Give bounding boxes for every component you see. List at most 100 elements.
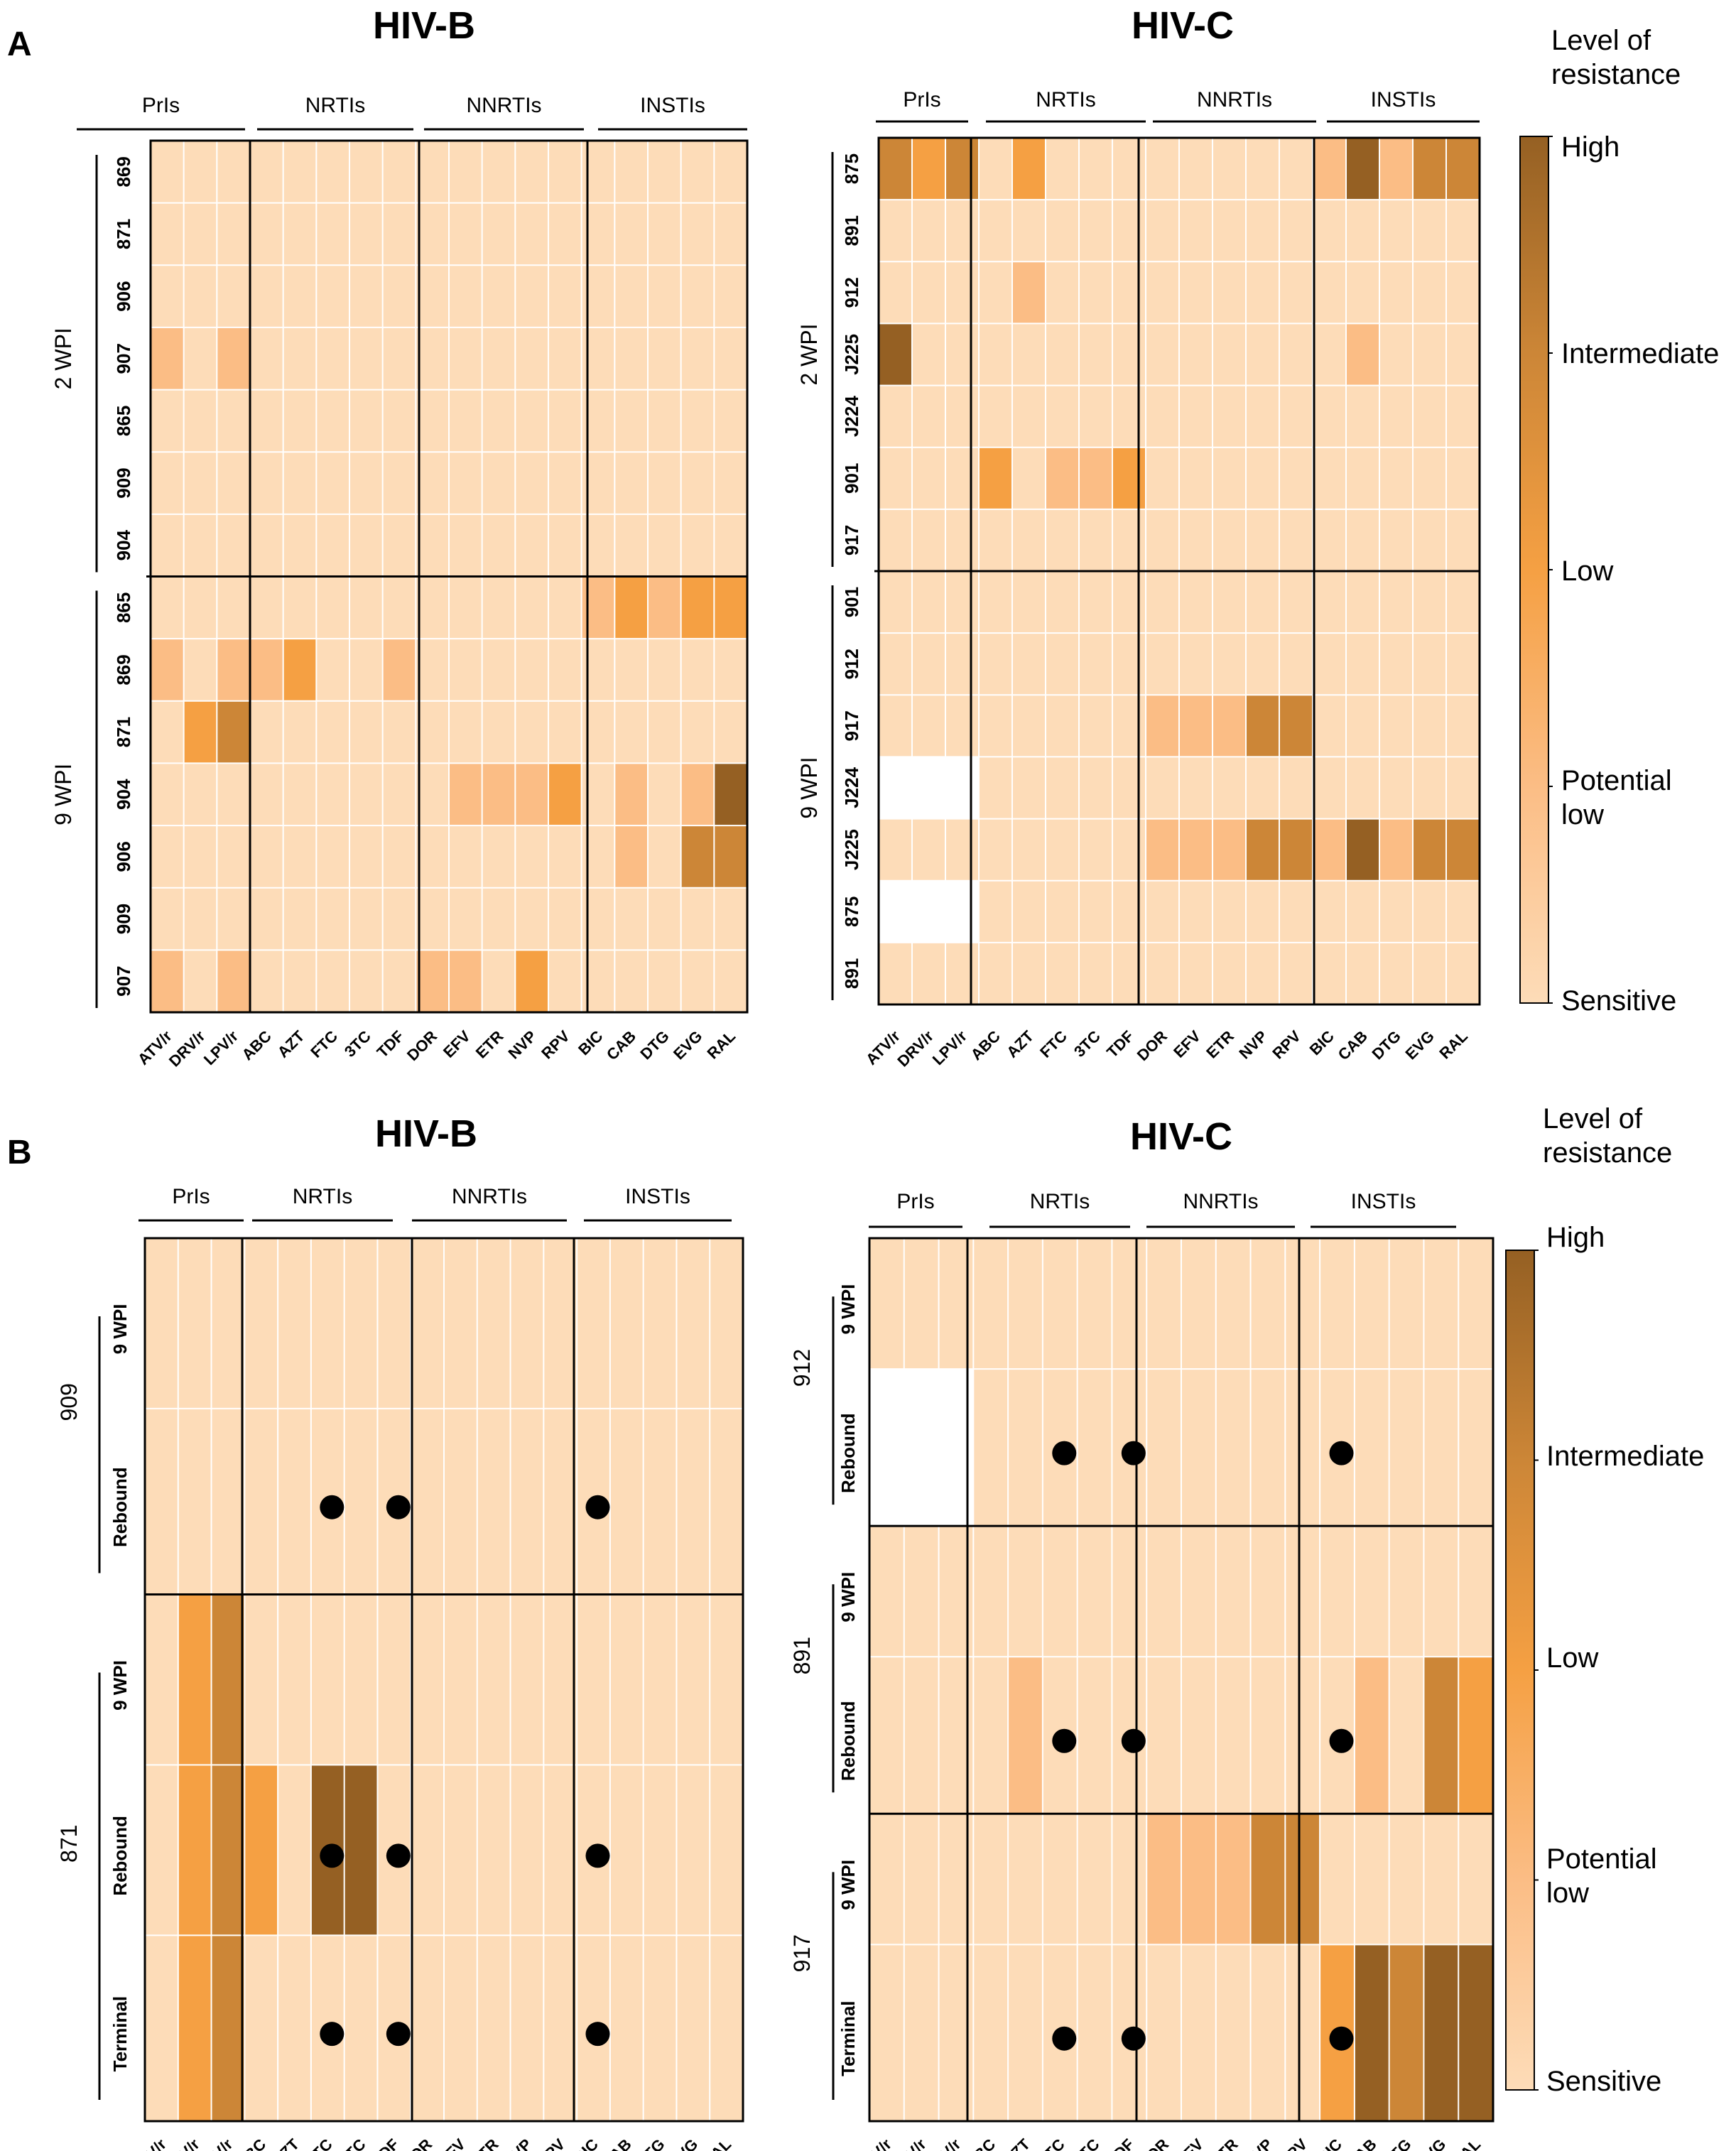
chart-3-class-label: NRTIs	[1030, 1190, 1090, 1213]
chart-0-cell	[250, 141, 283, 203]
chart-0-cell	[217, 514, 251, 577]
chart-1-cell	[1446, 447, 1480, 509]
chart-3-cell	[1250, 1238, 1286, 1370]
chart-1-cell	[1313, 695, 1347, 757]
chart-0-cell	[449, 887, 482, 950]
chart-0-column-label: ABC	[238, 1027, 274, 1063]
chart-1-row-label: J225	[841, 334, 862, 375]
chart-0-cell	[183, 639, 217, 701]
legend-b-title-line-1: Level of	[1543, 1103, 1643, 1134]
chart-0-cell	[680, 202, 715, 266]
chart-0-cell	[482, 763, 516, 826]
chart-2-cell	[344, 1238, 378, 1409]
chart-3-cell	[1215, 1369, 1251, 1527]
chart-0-cell	[515, 452, 549, 514]
chart-1-cell	[1446, 571, 1480, 634]
chart-2-cell	[444, 1408, 477, 1595]
chart-0-cell	[714, 514, 748, 577]
chart-2-cell	[145, 1408, 178, 1595]
chart-1-column-label: EVG	[1401, 1027, 1438, 1063]
chart-1-cell	[1046, 509, 1080, 572]
chart-3-cell	[1077, 1814, 1112, 1945]
chart-1-row-label: 917	[841, 710, 862, 741]
chart-0-cell	[680, 639, 715, 701]
chart-0-cell	[416, 389, 450, 453]
chart-1-cell	[1046, 385, 1080, 448]
chart-0-cell	[482, 576, 516, 639]
chart-1-cell	[1413, 818, 1447, 881]
chart-1-cell	[1446, 818, 1480, 881]
chart-1-cell	[945, 447, 980, 509]
chart-1-cell	[1179, 942, 1213, 1005]
chart-0-cell	[449, 202, 482, 266]
chart-2-cell	[543, 1935, 577, 2122]
chart-1-cell	[1279, 447, 1313, 509]
chart-0-cell	[316, 950, 350, 1013]
chart-0-row-label: 906	[113, 281, 134, 311]
chart-3-cell	[1250, 1526, 1286, 1657]
chart-0-row-label: 871	[113, 717, 134, 747]
chart-0-cell	[416, 514, 450, 577]
chart-0-cell	[614, 265, 649, 328]
chart-2-cell	[643, 1408, 677, 1595]
chart-1-cell	[1279, 509, 1313, 572]
chart-1-cell	[1179, 323, 1213, 386]
chart-0-cell	[548, 639, 582, 701]
chart-0-cell	[151, 887, 184, 950]
chart-1-cell	[1213, 200, 1247, 262]
chart-1-cell	[1179, 200, 1213, 262]
chart-1-class-label: PrIs	[903, 88, 940, 112]
chart-0-cell	[449, 639, 482, 701]
chart-1-cell	[1012, 757, 1046, 819]
chart-1-cell	[879, 323, 913, 386]
chart-0-cell	[183, 763, 217, 826]
chart-3-cell	[1008, 1657, 1043, 1814]
chart-1-cell	[1012, 200, 1046, 262]
chart-2-cell	[609, 1408, 644, 1595]
chart-3-cell	[1112, 1814, 1147, 1945]
chart-3-cell	[1354, 1814, 1389, 1945]
chart-1-cell	[1112, 942, 1146, 1005]
chart-1-cell	[879, 633, 913, 695]
chart-1-row-label: 912	[841, 649, 862, 679]
chart-0-cell	[151, 514, 184, 577]
chart-0-cell	[250, 639, 283, 701]
panel-b-hiv-c-title: HIV-C	[1130, 1115, 1232, 1158]
chart-2-cell	[676, 1408, 710, 1595]
chart-0-cell	[515, 389, 549, 453]
chart-2-mutation-dot	[386, 2022, 411, 2047]
chart-1-cell	[945, 385, 980, 448]
chart-3-cell	[973, 1526, 1009, 1657]
chart-3-cell	[869, 1814, 904, 1945]
chart-1-cell	[1379, 757, 1414, 819]
chart-3-cell	[1285, 1238, 1320, 1370]
chart-3-cell	[1423, 1944, 1459, 2122]
chart-1-cell	[1046, 757, 1080, 819]
chart-3-cell	[1389, 1526, 1424, 1657]
chart-1-cell	[945, 695, 980, 757]
chart-0-cell	[614, 763, 649, 826]
chart-3-column-label: RAL	[1448, 2135, 1484, 2151]
chart-1-cell	[1246, 880, 1280, 943]
chart-1-cell	[1279, 571, 1313, 634]
chart-1-cell	[879, 942, 913, 1005]
chart-1-column-label: ABC	[967, 1027, 1004, 1063]
chart-0-cell	[548, 141, 582, 203]
chart-0-cell	[349, 763, 383, 826]
chart-1-cell	[1246, 200, 1280, 262]
chart-0-cell	[217, 825, 251, 888]
chart-0-row-label: 906	[113, 841, 134, 872]
chart-1-cell	[1279, 261, 1313, 324]
chart-0-cell	[151, 950, 184, 1013]
chart-2-cell	[411, 1408, 445, 1595]
chart-0-cell	[515, 202, 549, 266]
chart-2-class-label: NNRTIs	[452, 1185, 527, 1208]
chart-1-cell	[879, 509, 913, 572]
chart-1-cell	[1112, 261, 1146, 324]
chart-1-cell	[1446, 757, 1480, 819]
chart-0-cell	[349, 950, 383, 1013]
chart-0-cell	[349, 887, 383, 950]
chart-1-cell	[1379, 138, 1414, 200]
chart-2-cell	[344, 1594, 378, 1765]
chart-2-cell	[710, 1594, 744, 1765]
